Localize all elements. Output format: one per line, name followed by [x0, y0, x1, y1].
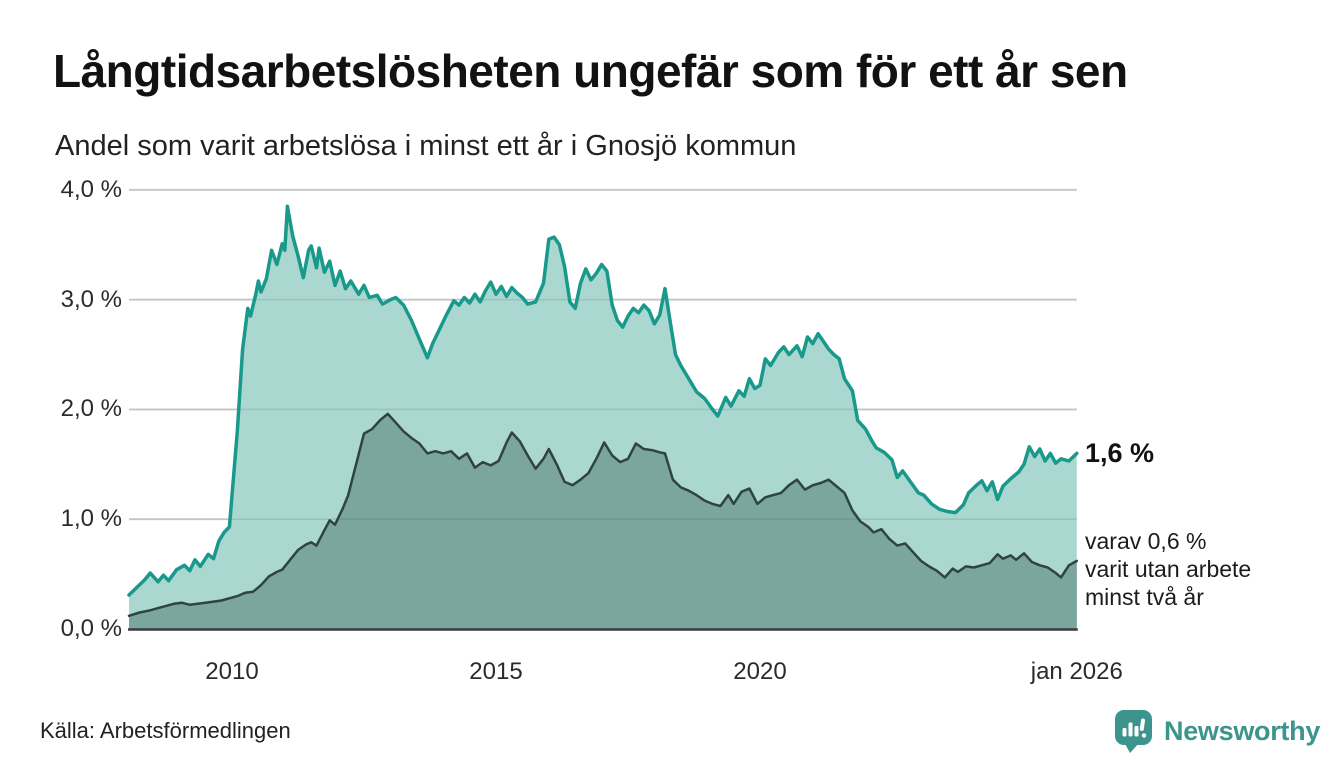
x-axis-tick-label: jan 2026 — [1030, 658, 1123, 685]
newsworthy-logo[interactable]: Newsworthy — [1113, 708, 1320, 754]
page-title: Långtidsarbetslösheten ungefär som för e… — [53, 45, 1128, 97]
y-axis-tick-label: 4,0 % — [60, 175, 122, 203]
area-unemployed-two-years — [129, 413, 1077, 630]
x-axis-tick-label: 2020 — [733, 658, 787, 685]
y-axis-tick-label: 0,0 % — [60, 615, 122, 642]
source-attribution: Källa: Arbetsförmedlingen — [40, 718, 291, 743]
x-axis-tick-label: 2010 — [205, 658, 259, 685]
y-axis-tick-label: 1,0 % — [60, 505, 122, 533]
series1-end-value-label: 1,6 % — [1085, 438, 1155, 468]
newsworthy-bubble-chart-icon — [1113, 708, 1155, 754]
series2-end-note-label: varav 0,6 % varit utan arbete minst två … — [1085, 528, 1252, 610]
y-axis-tick-label: 2,0 % — [60, 395, 122, 423]
line-unemployed-two-years — [127, 412, 1079, 618]
y-axis-tick-label: 3,0 % — [60, 285, 122, 313]
x-axis-tick-label: 2015 — [469, 658, 523, 685]
line-unemployed-one-year — [127, 204, 1079, 597]
chart-subtitle: Andel som varit arbetslösa i minst ett å… — [55, 130, 797, 162]
newsworthy-wordmark: Newsworthy — [1164, 715, 1321, 746]
